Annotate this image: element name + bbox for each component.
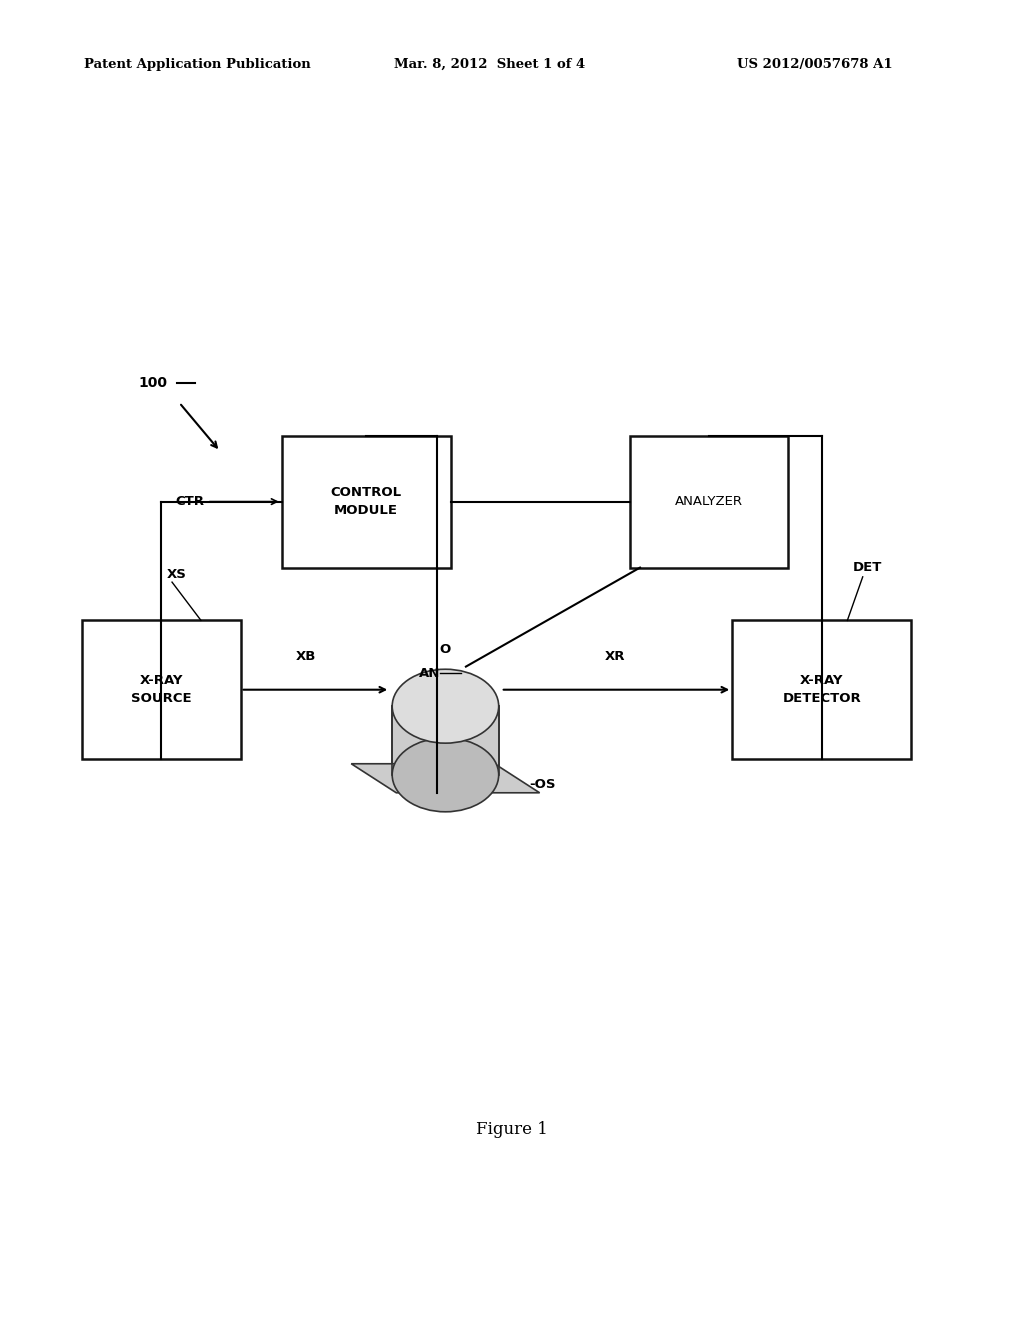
Bar: [630, 436, 788, 568]
Text: Figure 1: Figure 1: [476, 1121, 548, 1138]
Text: DET: DET: [853, 561, 883, 574]
Polygon shape: [351, 764, 540, 793]
Text: US 2012/0057678 A1: US 2012/0057678 A1: [737, 58, 893, 71]
Text: -OS: -OS: [529, 779, 556, 792]
Text: X-RAY
DETECTOR: X-RAY DETECTOR: [782, 675, 861, 705]
Text: CONTROL
MODULE: CONTROL MODULE: [331, 486, 401, 517]
Text: Mar. 8, 2012  Sheet 1 of 4: Mar. 8, 2012 Sheet 1 of 4: [394, 58, 586, 71]
Text: 100: 100: [138, 376, 167, 389]
Text: O: O: [440, 643, 451, 656]
Bar: [82, 620, 241, 759]
Text: ANALYZER: ANALYZER: [675, 495, 743, 508]
Bar: [392, 706, 499, 775]
Text: Patent Application Publication: Patent Application Publication: [84, 58, 310, 71]
Bar: [732, 620, 911, 759]
Text: XR: XR: [605, 651, 626, 663]
Text: XS: XS: [167, 568, 187, 581]
Text: CTR: CTR: [176, 495, 205, 508]
Text: AN: AN: [419, 667, 440, 680]
Ellipse shape: [392, 738, 499, 812]
Text: X-RAY
SOURCE: X-RAY SOURCE: [131, 675, 191, 705]
Text: XB: XB: [296, 651, 316, 663]
Bar: [282, 436, 451, 568]
Ellipse shape: [392, 669, 499, 743]
